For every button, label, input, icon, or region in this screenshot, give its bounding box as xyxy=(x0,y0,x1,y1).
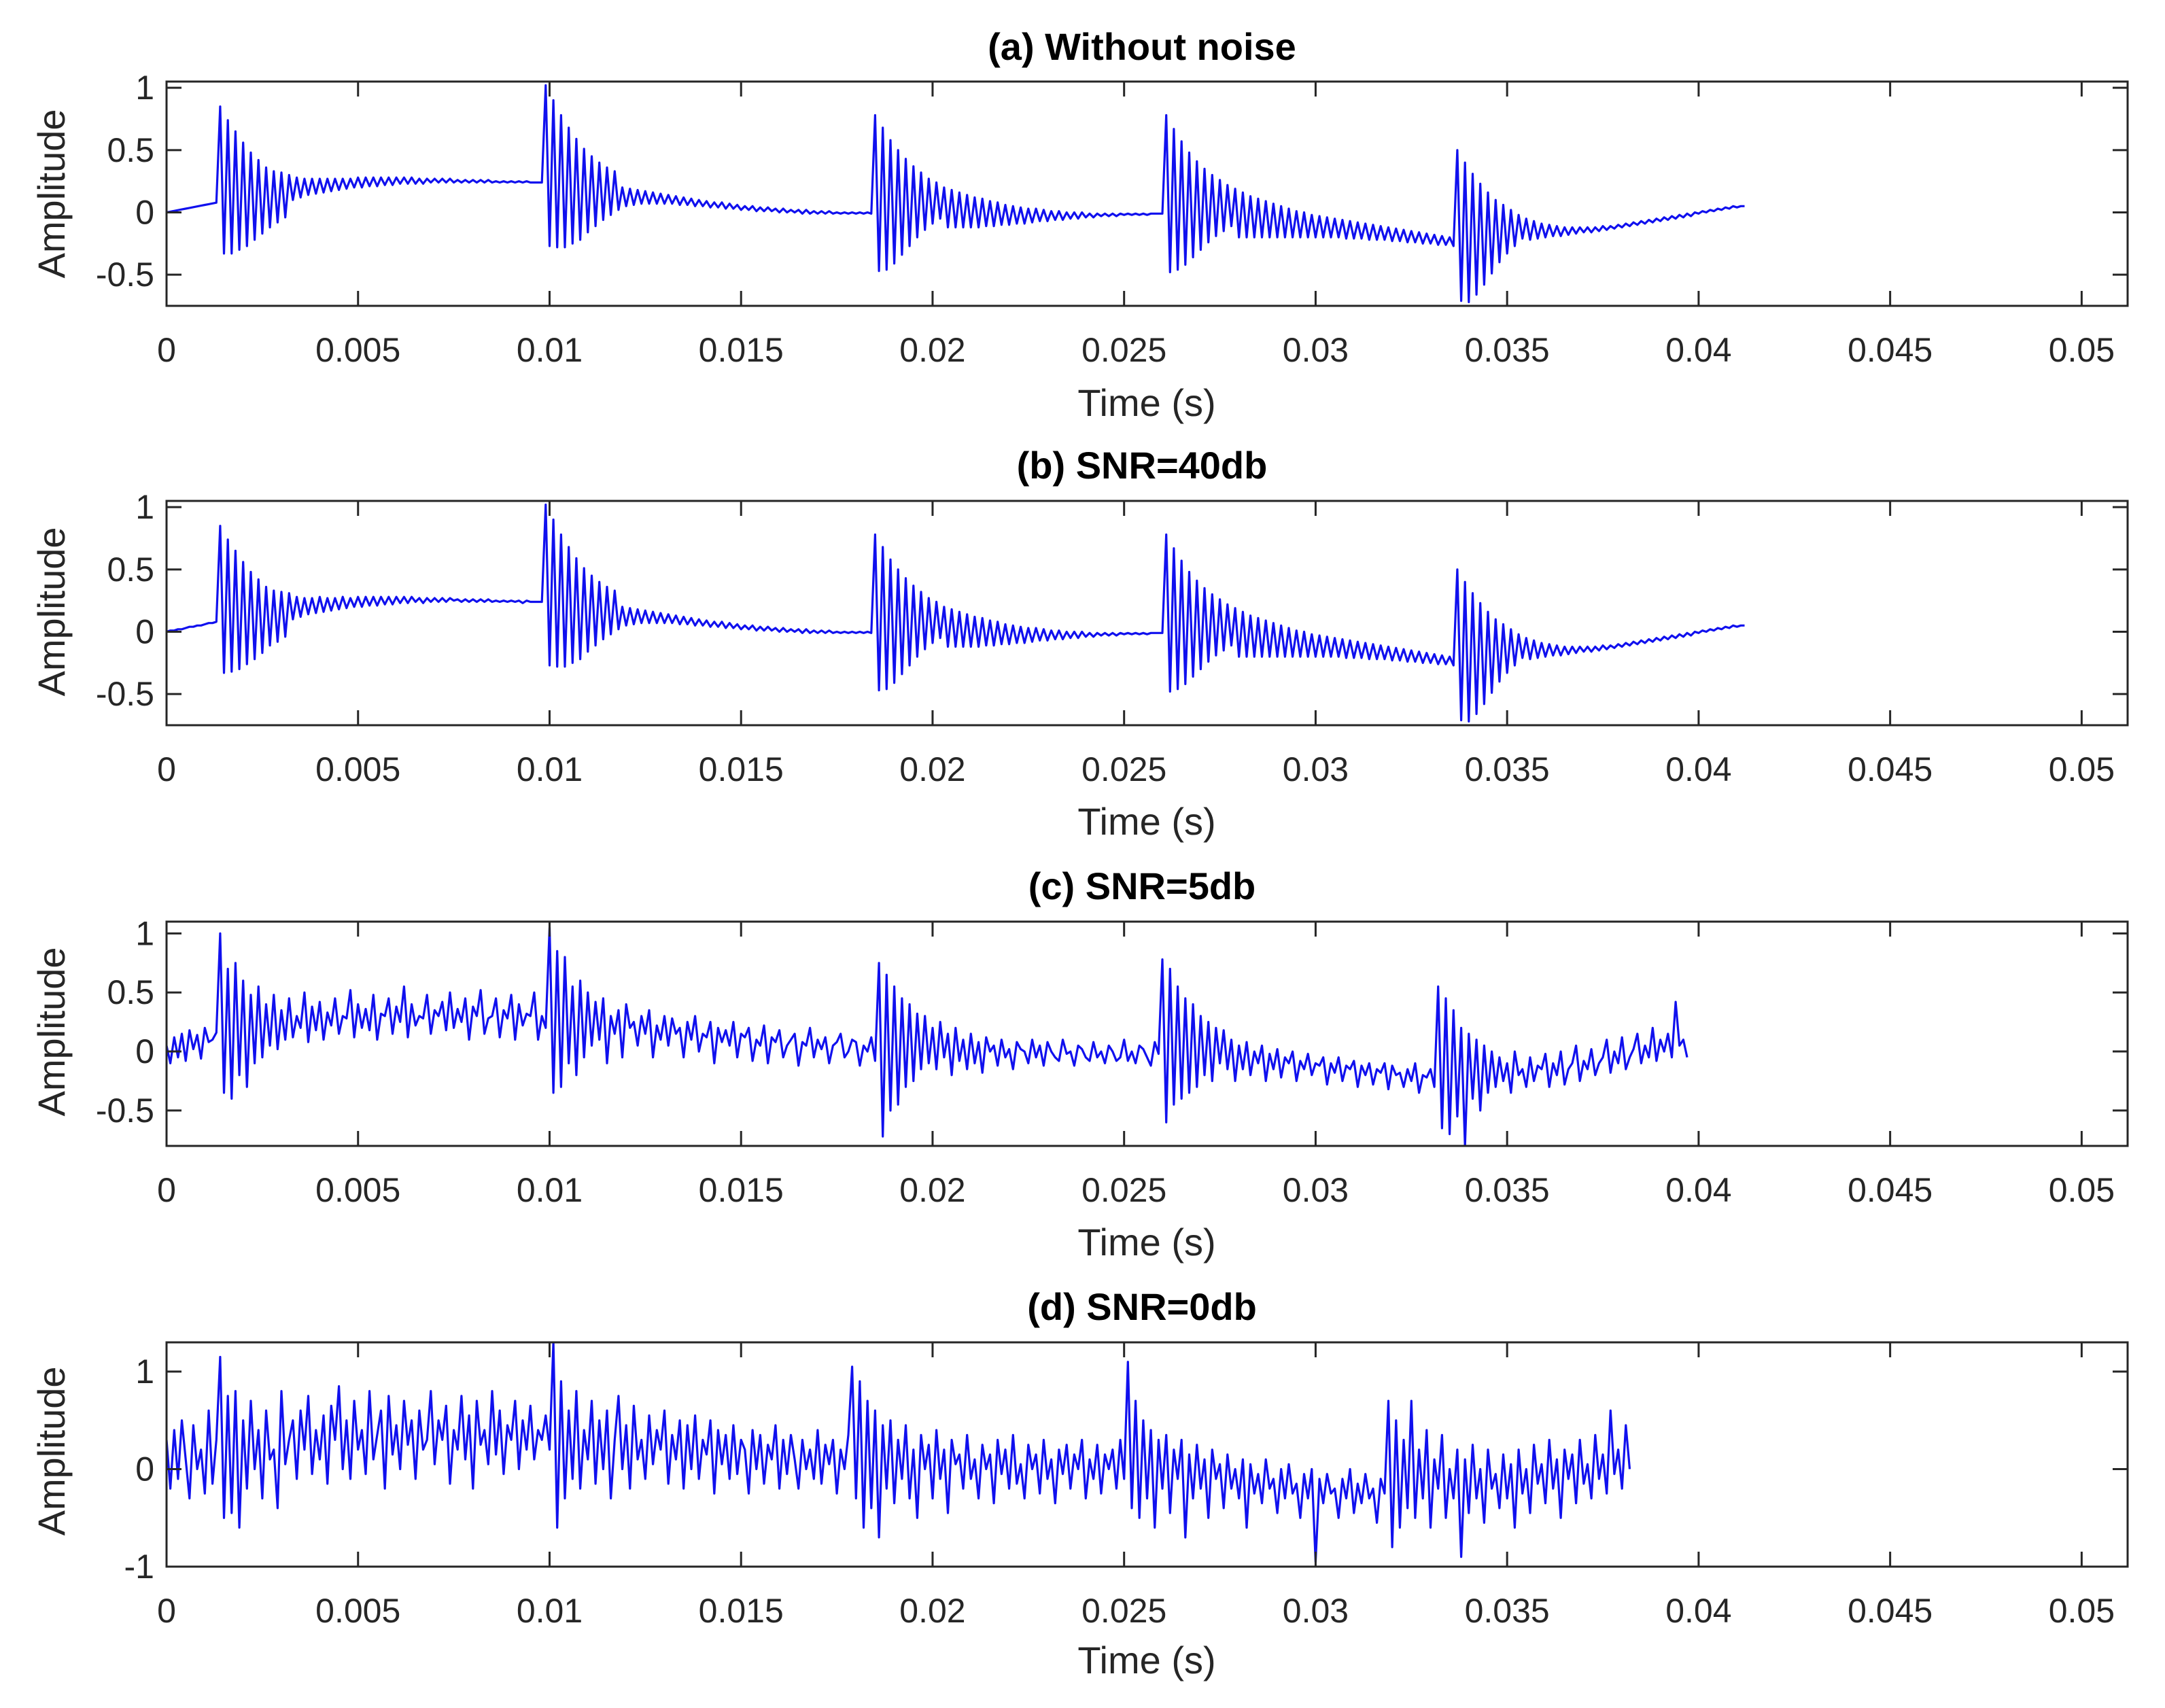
panel-b-ytick-label: 0 xyxy=(135,613,154,651)
panel-c-xtick-label: 0.01 xyxy=(517,1171,583,1209)
panel-c-ylabel: Amplitude xyxy=(30,947,73,1116)
panel-c-xtick-label: 0.005 xyxy=(315,1171,400,1209)
panel-c-axes-box xyxy=(165,920,2129,1147)
panel-b-xtick-label: 0.015 xyxy=(699,750,784,788)
panel-c-xtick-label: 0.02 xyxy=(899,1171,965,1209)
panel-a-ylabel: Amplitude xyxy=(30,109,73,278)
panel-b-xtick-label: 0.01 xyxy=(517,750,583,788)
panel-a-xtick-label: 0.005 xyxy=(315,331,400,369)
panel-c-xtick-label: 0.05 xyxy=(2049,1171,2115,1209)
panel-c-ytick-label: 1 xyxy=(135,914,154,952)
panel-d-xtick-label: 0 xyxy=(157,1592,176,1630)
panel-d: (d) SNR=0db Amplitude Time (s) 0 0.005 0.0… xyxy=(30,1285,2129,1681)
panel-d-xtick-label: 0.03 xyxy=(1283,1592,1349,1630)
panel-d-xtick-label: 0.005 xyxy=(315,1592,400,1630)
panel-a: (a) Without noise Amplitude Time (s) 0 0.… xyxy=(30,25,2129,424)
panel-d-title: (d) SNR=0db xyxy=(1027,1285,1257,1328)
panel-a-ytick-label: 0 xyxy=(135,194,154,232)
panel-c-ytick-label: -0.5 xyxy=(96,1092,154,1130)
panel-b-ylabel: Amplitude xyxy=(30,527,73,696)
panel-d-ytick-label: 0 xyxy=(135,1450,154,1488)
panel-a-xtick-label: 0.03 xyxy=(1283,331,1349,369)
panel-d-xtick-label: 0.045 xyxy=(1848,1592,1933,1630)
panel-a-ytick-label: -0.5 xyxy=(96,256,154,294)
panel-d-xtick-label: 0.02 xyxy=(899,1592,965,1630)
panel-b-ytick-label: 1 xyxy=(135,488,154,526)
panel-b-xtick-label: 0.005 xyxy=(315,750,400,788)
panel-c-xtick-label: 0.03 xyxy=(1283,1171,1349,1209)
panel-d-xtick-label: 0.05 xyxy=(2049,1592,2115,1630)
panel-c-xtick-label: 0.035 xyxy=(1465,1171,1550,1209)
panel-b-xtick-label: 0.045 xyxy=(1848,750,1933,788)
panel-b: (b) SNR=40db Amplitude Time (s) 0 0.005 0.… xyxy=(30,444,2129,843)
panel-d-xtick-label: 0.035 xyxy=(1465,1592,1550,1630)
panel-a-series-line-1 xyxy=(167,84,1745,304)
panel-c: (c) SNR=5db Amplitude Time (s) 0 0.005 0.0… xyxy=(30,865,2129,1263)
panel-d-xtick-label: 0.025 xyxy=(1081,1592,1166,1630)
panel-a-xtick-label: 0.025 xyxy=(1081,331,1166,369)
panel-d-xlabel: Time (s) xyxy=(1077,1639,1215,1681)
panel-a-ytick-label: 1 xyxy=(135,69,154,107)
panel-a-xtick-label: 0.05 xyxy=(2049,331,2115,369)
panel-b-series-line-1 xyxy=(167,503,1745,723)
panel-c-xtick-label: 0.015 xyxy=(699,1171,784,1209)
panel-d-ytick-label: -1 xyxy=(124,1548,154,1586)
panel-c-series-line-1 xyxy=(167,926,1688,1146)
panel-b-xtick-label: 0.04 xyxy=(1665,750,1731,788)
panel-b-xlabel: Time (s) xyxy=(1077,800,1215,843)
panel-b-xtick-label: 0.035 xyxy=(1465,750,1550,788)
panel-a-xtick-label: 0.02 xyxy=(899,331,965,369)
panel-d-axes-box xyxy=(165,1341,2129,1568)
panel-a-xtick-label: 0.035 xyxy=(1465,331,1550,369)
panel-b-xtick-label: 0.05 xyxy=(2049,750,2115,788)
panel-b-xtick-label: 0 xyxy=(157,750,176,788)
panel-c-xtick-label: 0 xyxy=(157,1171,176,1209)
panel-a-ytick-label: 0.5 xyxy=(107,131,154,169)
panel-c-ytick-label: 0.5 xyxy=(107,973,154,1011)
panel-a-title: (a) Without noise xyxy=(988,25,1296,68)
panel-c-xtick-label: 0.045 xyxy=(1848,1171,1933,1209)
panel-a-xtick-label: 0.04 xyxy=(1665,331,1731,369)
panel-b-xtick-label: 0.03 xyxy=(1283,750,1349,788)
panel-a-xtick-label: 0.015 xyxy=(699,331,784,369)
panel-d-xtick-label: 0.015 xyxy=(699,1592,784,1630)
panel-d-ytick-label: 1 xyxy=(135,1353,154,1391)
panel-b-ytick-label: 0.5 xyxy=(107,551,154,589)
panel-c-xlabel: Time (s) xyxy=(1077,1221,1215,1263)
panel-c-xtick-label: 0.025 xyxy=(1081,1171,1166,1209)
panel-b-xtick-label: 0.025 xyxy=(1081,750,1166,788)
panel-a-xlabel: Time (s) xyxy=(1077,381,1215,424)
panel-b-title: (b) SNR=40db xyxy=(1017,444,1268,487)
panel-a-xtick-label: 0.01 xyxy=(517,331,583,369)
panel-d-ylabel: Amplitude xyxy=(30,1366,73,1535)
panel-a-xtick-label: 0.045 xyxy=(1848,331,1933,369)
panel-d-xtick-label: 0.04 xyxy=(1665,1592,1731,1630)
panel-d-series-line-1 xyxy=(167,1342,1631,1563)
panel-b-axes-box xyxy=(165,500,2129,727)
panel-c-xtick-label: 0.04 xyxy=(1665,1171,1731,1209)
panel-a-axes-box xyxy=(165,80,2129,307)
panel-b-xtick-label: 0.02 xyxy=(899,750,965,788)
panel-c-title: (c) SNR=5db xyxy=(1028,865,1256,907)
panel-b-ytick-label: -0.5 xyxy=(96,675,154,713)
panel-c-ytick-label: 0 xyxy=(135,1032,154,1070)
panel-d-xtick-label: 0.01 xyxy=(517,1592,583,1630)
panel-a-xtick-label: 0 xyxy=(157,331,176,369)
